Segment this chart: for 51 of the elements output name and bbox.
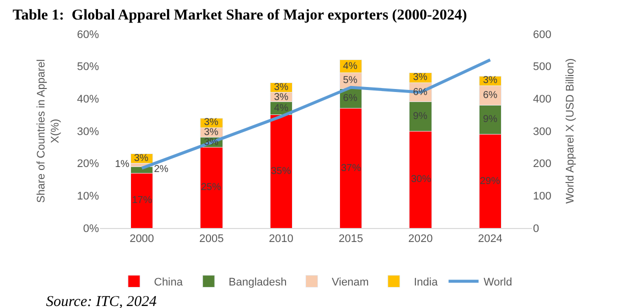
x-tick-label: 2000 xyxy=(130,233,154,246)
data-label: 3% xyxy=(274,82,289,93)
data-label: 1% xyxy=(115,159,130,170)
source-note: Source: ITC, 2024 xyxy=(46,294,158,308)
y-tick-label: 60% xyxy=(76,28,100,41)
y-tick-label: 0% xyxy=(83,222,100,235)
y-tick-label: 10% xyxy=(76,190,100,203)
data-label: 30% xyxy=(411,174,432,185)
x-tick-label: 2015 xyxy=(338,233,364,246)
data-label: 3% xyxy=(134,153,149,164)
x-tick-label: 2010 xyxy=(268,233,294,246)
data-label: 29% xyxy=(480,176,500,187)
data-label: 3% xyxy=(204,127,219,138)
data-label: 2% xyxy=(154,164,169,175)
y2-tick-label: 100 xyxy=(533,190,552,203)
data-label: 3% xyxy=(274,92,289,103)
y2-tick-label: 0 xyxy=(533,222,540,235)
data-label: 3% xyxy=(483,75,498,86)
data-label: 5% xyxy=(343,75,358,86)
x-tick-label: 2024 xyxy=(478,233,502,246)
data-label: 3% xyxy=(413,72,428,83)
y-tick-label: 40% xyxy=(76,94,100,106)
data-label: 25% xyxy=(201,182,222,193)
data-label: 6% xyxy=(343,93,358,104)
data-label: 9% xyxy=(413,111,428,122)
data-label: 4% xyxy=(343,61,358,72)
data-label: 37% xyxy=(341,163,362,174)
y-tick-label: 50% xyxy=(76,61,100,74)
x-tick-label: 2020 xyxy=(408,233,433,246)
y-tick-label: 30% xyxy=(76,126,100,138)
data-label: 9% xyxy=(483,114,498,125)
y2-tick-label: 200 xyxy=(533,158,552,170)
y2-tick-label: 400 xyxy=(533,94,552,106)
y2-axis-title: World Apparel X (USD Billion) xyxy=(564,58,577,204)
y-tick-label: 20% xyxy=(76,158,100,170)
data-label: 17% xyxy=(132,195,152,206)
data-label: 3% xyxy=(204,117,219,128)
legend-label: World xyxy=(484,276,512,289)
y-axis-title: Share of Countries in Apparel X(%) xyxy=(35,59,62,203)
legend-label: China xyxy=(154,276,184,289)
data-label: 4% xyxy=(274,103,289,114)
chart-title: Table 1: Global Apparel Market Share of Major exporters (2000-2024) xyxy=(12,8,468,24)
y2-tick-label: 500 xyxy=(533,61,552,74)
data-label: 35% xyxy=(271,166,292,177)
x-tick-label: 2005 xyxy=(199,233,224,246)
legend-label: India xyxy=(414,276,439,289)
data-label: 6% xyxy=(483,90,498,101)
y2-tick-label: 600 xyxy=(533,28,552,41)
legend-label: Bangladesh xyxy=(228,276,287,289)
legend-label: Vienam xyxy=(332,276,369,289)
y2-tick-label: 300 xyxy=(533,126,552,138)
